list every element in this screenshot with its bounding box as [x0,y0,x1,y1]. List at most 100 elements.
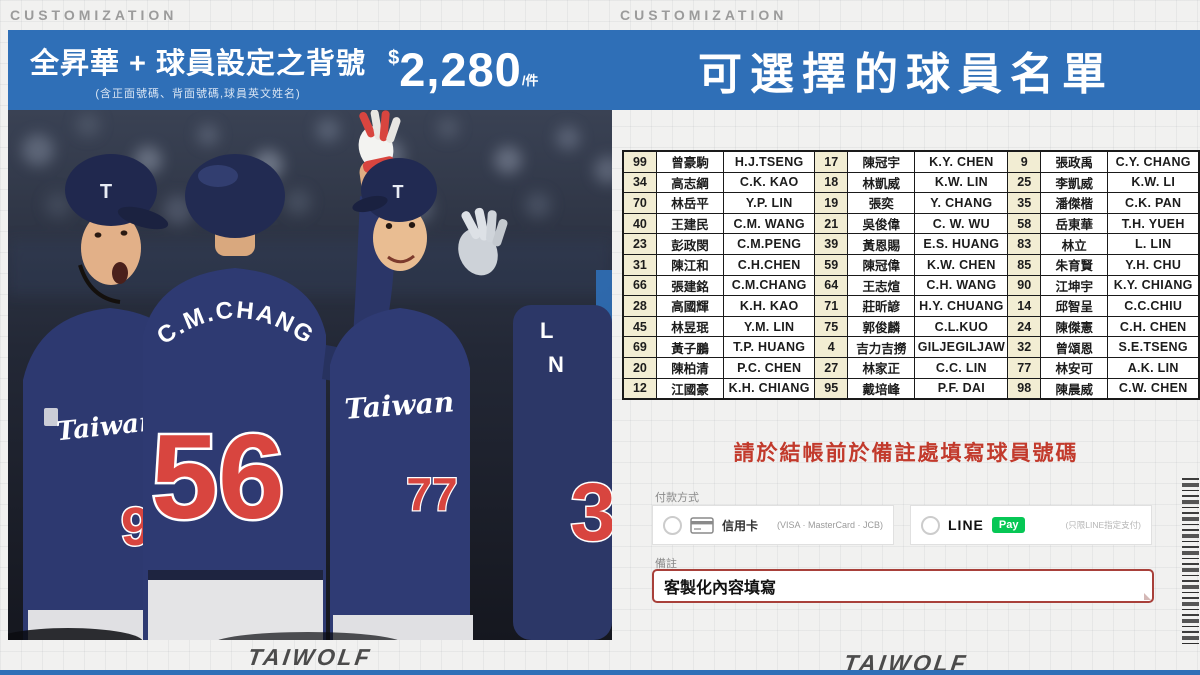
player-number-cell: 4 [814,336,849,358]
credit-card-icon [690,516,714,534]
player-number-cell: 70 [622,192,657,214]
roster-row: 34 高志綱 C.K. KAO 18 林凱威 K.W. LIN 25 李凱威 K.W. LI [622,171,1200,194]
roster-row: 20 陳柏清 P.C. CHEN 27 林家正 C.C. LIN 77 林安可 A.K. LIN [622,356,1200,379]
product-title: 全昇華 + 球員設定之背號 [30,47,367,80]
player-name-zh-cell: 吳俊偉 [847,212,916,235]
player-name-en-cell: T.H. YUEH [1107,212,1200,235]
roster-row: 28 高國輝 K.H. KAO 71 莊昕諺 H.Y. CHUANG 14 邱智呈 C.C.CH… [622,295,1200,317]
product-subtitle: (含正面號碼、背面號碼,球員英文姓名) [95,87,301,100]
player-name-en-cell: C.K. PAN [1107,192,1200,214]
player-number-cell: 45 [622,315,657,338]
player-name-zh-cell: 岳東華 [1040,212,1109,235]
left-eyebrow-label: CUSTOMIZATION [10,7,178,23]
player-number-cell: 71 [814,295,849,317]
roster-row: 66 張建銘 C.M.CHANG 64 王志煊 C.H. WANG 90 江坤宇 K.Y. CH… [622,274,1200,297]
player-name-en-cell: K.W. LIN [914,171,1009,194]
player-name-en-cell: P.C. CHEN [723,356,816,379]
player-name-en-cell: H.Y. CHUANG [914,295,1009,317]
player-number-cell: 32 [1007,336,1042,358]
brand-logo-left: TAIWOLF [246,644,374,670]
player-name-zh-cell: 吉力吉撈 [847,336,916,358]
player-number-cell: 20 [622,356,657,379]
player-name-zh-cell: 高志綱 [655,171,725,194]
player-name-en-cell: C.H. WANG [914,274,1009,297]
credit-card-option[interactable]: 信用卡 (VISA · MasterCard · JCB) [652,505,894,545]
player-name-en-cell: E.S. HUANG [914,233,1009,255]
player-name-zh-cell: 彭政閔 [655,233,725,255]
player-number-cell: 19 [814,192,849,214]
player-name-en-cell: K.Y. CHEN [914,150,1009,173]
credit-card-radio[interactable] [663,515,682,535]
player-number-cell: 9 [1007,150,1042,173]
price-currency: $ [388,47,400,69]
player-name-zh-cell: 潘傑楷 [1040,192,1109,214]
player-name-zh-cell: 王建民 [655,212,725,235]
player-name-zh-cell: 陳柏清 [655,356,725,379]
player-number-cell: 17 [814,150,849,173]
team-photo-illustration: L N 3 [0,109,622,656]
player-number-cell: 59 [814,253,849,276]
jersey-script-right: Taiwan [344,385,456,426]
player-name-zh-cell: 莊昕諺 [847,295,916,317]
line-logo: LINE [948,517,984,533]
product-header-banner: 全昇華 + 球員設定之背號 (含正面號碼、背面號碼,球員英文姓名) $ 2,28… [8,30,612,110]
player-name-zh-cell: 林昱珉 [655,315,725,338]
player-name-en-cell: K.H. CHIANG [723,377,816,400]
credit-card-brands: (VISA · MasterCard · JCB) [776,520,883,530]
player-name-zh-cell: 林立 [1040,233,1109,255]
right-panel: CUSTOMIZATION 可選擇的球員名單 99 曾豪駒 H.J.TSENG 17 陳… [612,0,1200,675]
price-unit: /件 [521,73,539,88]
line-pay-radio[interactable] [921,515,940,535]
player-name-zh-cell: 林岳平 [655,192,725,214]
player-name-en-cell: K.W. LI [1107,171,1200,194]
player-name-zh-cell: 曾頌恩 [1040,336,1109,358]
player-name-en-cell: C.L.KUO [914,315,1009,338]
player-number-cell: 85 [1007,253,1042,276]
payment-method-label: 付款方式 [655,492,699,504]
player-name-zh-cell: 郭俊麟 [847,315,916,338]
player-name-zh-cell: 陳江和 [655,253,725,276]
player-name-zh-cell: 朱育賢 [1040,253,1109,276]
remarks-input[interactable] [652,569,1154,603]
sunglasses-strap [78,264,121,304]
player-far-right: L N 3 [458,207,617,640]
svg-text:N: N [548,352,564,377]
player-number-cell: 14 [1007,295,1042,317]
roster-header-banner: 可選擇的球員名單 [612,30,1200,110]
player-number-cell: 95 [814,377,849,400]
player-name-en-cell: C.H. CHEN [1107,315,1200,338]
player-name-zh-cell: 陳晨威 [1040,377,1109,400]
player-name-zh-cell: 邱智呈 [1040,295,1109,317]
player-number-cell: 90 [1007,274,1042,297]
player-number-cell: 28 [622,295,657,317]
player-center-back: C.M.CHANG 56 [143,154,436,640]
player-name-en-cell: C. W. WU [914,212,1009,235]
roster-table-body: 99 曾豪駒 H.J.TSENG 17 陳冠宇 K.Y. CHEN 9 張政禹 C.Y. CHA… [622,150,1200,400]
player-name-en-cell: C.K. KAO [723,171,816,194]
player-name-zh-cell: 林安可 [1040,356,1109,379]
price-amount: 2,280 [399,43,522,96]
player-number-cell: 98 [1007,377,1042,400]
player-name-en-cell: C.C.CHIU [1107,295,1200,317]
right-eyebrow-label: CUSTOMIZATION [620,7,788,23]
player-name-zh-cell: 王志煊 [847,274,916,297]
player-number-cell: 12 [622,377,657,400]
player-name-en-cell: C.Y. CHANG [1107,150,1200,173]
player-number-cell: 75 [814,315,849,338]
player-name-zh-cell: 陳傑憲 [1040,315,1109,338]
player-name-en-cell: L. LIN [1107,233,1200,255]
player-name-en-cell: A.K. LIN [1107,356,1200,379]
roster-row: 45 林昱珉 Y.M. LIN 75 郭俊麟 C.L.KUO 24 陳傑憲 C.H. CHEN [622,315,1200,338]
player-name-en-cell: C.M.CHANG [723,274,816,297]
player-name-en-cell: P.F. DAI [914,377,1009,400]
line-pay-option[interactable]: LINE Pay (只限LINE指定支付) [910,505,1152,545]
player-number-cell: 24 [1007,315,1042,338]
barcode-decoration [1182,478,1199,645]
team-photo: L N 3 [0,109,622,656]
roster-row: 69 黃子鵬 T.P. HUANG 4 吉力吉撈 GILJEGILJAW 32 曾頌恩 S.E.… [622,336,1200,358]
roster-title: 可選擇的球員名單 [698,50,1114,99]
resize-handle-icon [1144,593,1151,600]
player-name-zh-cell: 李凱威 [1040,171,1109,194]
roster-row: 23 彭政閔 C.M.PENG 39 黃恩賜 E.S. HUANG 83 林立 L. LIN [622,233,1200,255]
player-number-cell: 21 [814,212,849,235]
